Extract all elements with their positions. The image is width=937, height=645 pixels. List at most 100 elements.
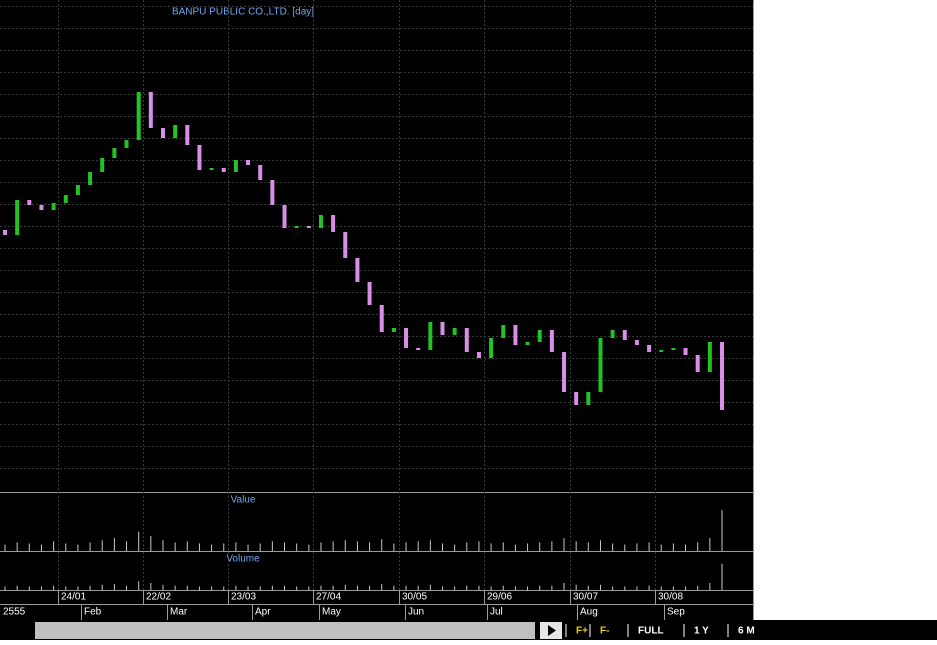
toolbar-button[interactable]: 1 Y	[694, 626, 709, 637]
volume-bar	[198, 586, 200, 590]
candle-body	[3, 230, 7, 235]
candle-body	[695, 355, 700, 372]
panel-title: Volume	[226, 554, 260, 565]
candle-body	[294, 226, 299, 228]
candle-body	[683, 348, 688, 355]
candle-body	[707, 342, 712, 372]
volume-bar	[186, 541, 188, 551]
play-icon	[548, 625, 556, 636]
candle-body	[160, 128, 165, 138]
volume-bar	[454, 586, 456, 590]
month-label: May	[322, 607, 341, 618]
volume-bar	[599, 540, 601, 551]
scrollbar[interactable]	[35, 622, 535, 639]
month-label: Aug	[580, 607, 598, 618]
candle-body	[476, 352, 481, 358]
candle-body	[367, 282, 372, 305]
volume-bar	[28, 586, 30, 590]
candle-body	[51, 203, 56, 210]
volume-bar	[4, 586, 6, 590]
x-tick-label: 29/06	[487, 592, 512, 603]
volume-bar	[186, 585, 188, 590]
candle-body	[270, 180, 275, 205]
volume-bar	[113, 538, 115, 551]
volume-bar	[223, 586, 225, 590]
candle-body	[549, 330, 554, 352]
x-tick-label: 30/08	[658, 592, 683, 603]
volume-bar	[211, 544, 213, 551]
volume-bar	[271, 585, 273, 590]
volume-bar	[393, 585, 395, 590]
chart-title: BANPU PUBLIC CO.,LTD. [day]	[172, 7, 314, 18]
volume-bar	[624, 586, 626, 590]
candle-body	[246, 160, 251, 165]
candle-body	[379, 305, 384, 332]
volume-bar	[478, 585, 480, 590]
month-label: Sep	[667, 607, 685, 618]
volume-bar	[709, 538, 711, 551]
toolbar-button[interactable]: 6 M	[738, 626, 755, 637]
volume-bar	[417, 541, 419, 551]
x-tick-label: 22/02	[146, 592, 171, 603]
volume-bar	[551, 585, 553, 590]
volume-bar	[393, 543, 395, 551]
volume-bar	[685, 544, 687, 551]
candle-body	[720, 342, 724, 410]
volume-bar	[429, 584, 431, 590]
volume-bar	[636, 543, 638, 551]
volume-bar	[308, 586, 310, 590]
volume-bar	[636, 586, 638, 590]
volume-bar	[721, 563, 723, 590]
volume-bar	[612, 543, 614, 551]
volume-bar	[259, 543, 261, 551]
x-tick-label: 27/04	[316, 592, 341, 603]
candle-body	[428, 322, 433, 350]
toolbar-button[interactable]: FULL	[638, 626, 664, 637]
volume-bar	[235, 542, 237, 551]
volume-bar	[174, 585, 176, 590]
volume-bar	[405, 542, 407, 551]
candle-body	[574, 392, 579, 405]
candle-body	[647, 345, 652, 352]
volume-bar	[587, 585, 589, 590]
candle-body	[634, 340, 639, 345]
toolbar-button[interactable]: F+	[576, 626, 588, 637]
volume-bar	[381, 583, 383, 590]
candle-body	[391, 328, 396, 332]
candle-body	[88, 172, 93, 185]
candle-body	[404, 328, 409, 348]
volume-bar	[527, 586, 529, 590]
volume-bar	[332, 541, 334, 551]
volume-bar	[211, 586, 213, 590]
month-label: Feb	[84, 607, 102, 618]
volume-bar	[235, 585, 237, 590]
volume-bar	[174, 542, 176, 551]
x-tick-label: 30/05	[402, 592, 427, 603]
volume-bar	[28, 543, 30, 551]
volume-bar	[587, 542, 589, 551]
volume-bar	[101, 540, 103, 551]
volume-bar	[138, 581, 140, 590]
volume-bar	[65, 586, 67, 590]
volume-bar	[40, 544, 42, 551]
volume-bar	[441, 586, 443, 590]
toolbar-button[interactable]: F-	[600, 626, 609, 637]
volume-bar	[308, 544, 310, 551]
volume-bar	[539, 542, 541, 551]
volume-bar	[4, 544, 6, 551]
volume-bar	[126, 541, 128, 551]
candle-body	[489, 338, 494, 358]
volume-bar	[697, 542, 699, 551]
volume-bar	[344, 584, 346, 590]
volume-bar	[490, 543, 492, 551]
candle-body	[63, 195, 68, 203]
volume-bar	[284, 542, 286, 551]
volume-bar	[624, 544, 626, 551]
volume-bar	[138, 531, 140, 551]
volume-bar	[405, 585, 407, 590]
volume-bar	[223, 543, 225, 551]
month-label: Apr	[255, 607, 271, 618]
volume-bar	[162, 584, 164, 590]
volume-bar	[247, 586, 249, 590]
